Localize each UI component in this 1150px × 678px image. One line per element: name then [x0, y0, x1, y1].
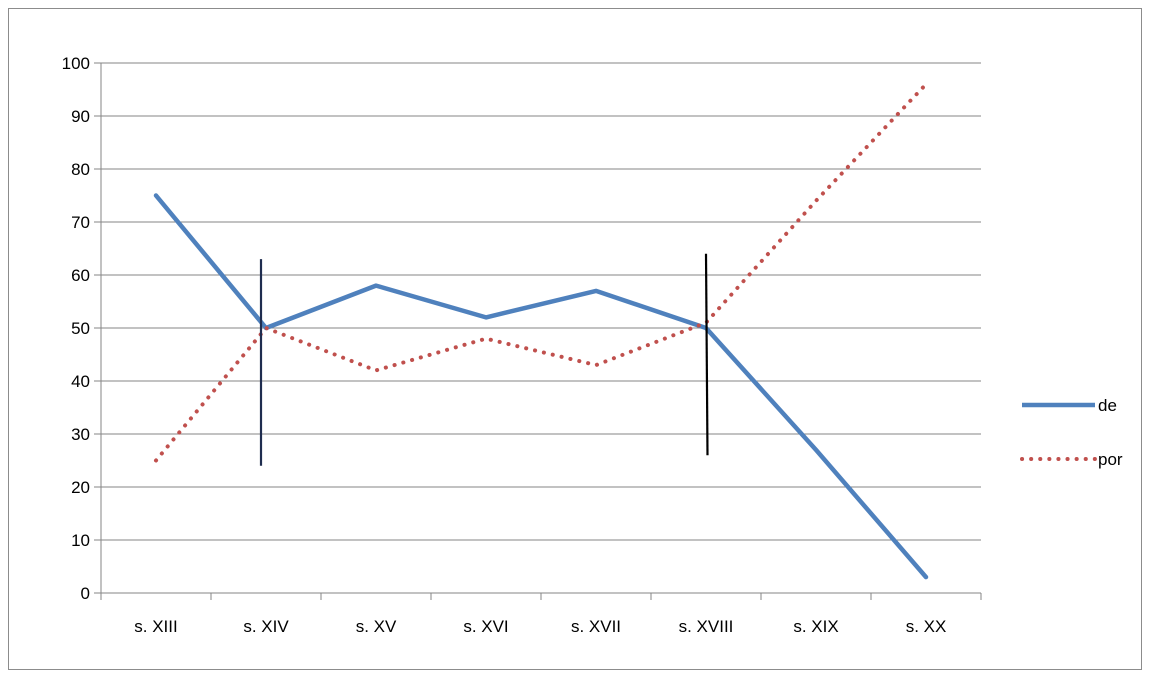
x-tick-label: s. XVIII [679, 617, 734, 636]
x-tick-label: s. XIII [134, 617, 177, 636]
x-tick-label: s. XX [906, 617, 947, 636]
y-tick-label: 50 [71, 319, 90, 338]
x-tick-label: s. XVI [463, 617, 508, 636]
chart-frame [8, 8, 1142, 670]
series-layer [153, 82, 929, 580]
y-axis-ticks: 0 10 20 30 40 50 60 70 80 90 100 [62, 54, 101, 603]
series-line-por [154, 82, 928, 463]
y-tick-label: 90 [71, 107, 90, 126]
y-tick-label: 100 [62, 54, 90, 73]
x-tick-label: s. XV [356, 617, 397, 636]
x-axis-ticks: s. XIII s. XIV s. XV s. XVI s. XVII s. XVIII s… [100, 593, 982, 636]
legend-label-de: de [1098, 396, 1117, 415]
y-tick-label: 20 [71, 478, 90, 497]
y-tick-label: 60 [71, 266, 90, 285]
annotation-vertical-line [704, 253, 709, 456]
y-tick-label: 70 [71, 213, 90, 232]
legend-label-por: por [1098, 450, 1123, 469]
y-tick-label: 30 [71, 425, 90, 444]
x-tick-label: s. XIX [793, 617, 838, 636]
annotation-layer [259, 253, 709, 466]
grid-lines [101, 62, 981, 541]
y-tick-label: 80 [71, 160, 90, 179]
legend: de por [1020, 396, 1123, 469]
y-tick-label: 40 [71, 372, 90, 391]
y-tick-label: 10 [71, 531, 90, 550]
x-tick-label: s. XIV [243, 617, 289, 636]
series-line-de [153, 193, 929, 580]
y-tick-label: 0 [81, 584, 90, 603]
x-tick-label: s. XVII [571, 617, 621, 636]
